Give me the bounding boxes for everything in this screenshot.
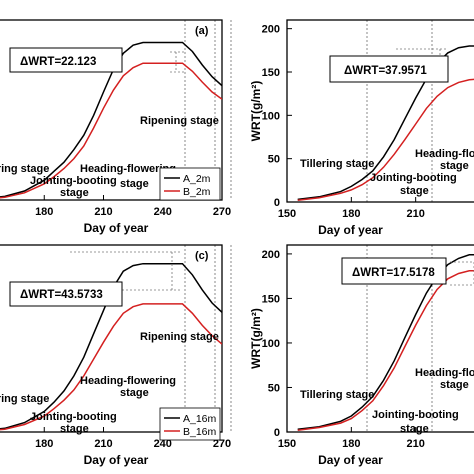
x-tick-label: 180 <box>342 208 360 220</box>
y-axis-label: WRT(g/m²) <box>249 308 263 369</box>
legend-entry: A_16m <box>183 413 217 425</box>
x-tick-label: 150 <box>278 208 296 220</box>
x-axis-label: Day of year <box>84 453 149 467</box>
x-tick-label: 210 <box>406 438 424 450</box>
legend-entry: B_2m <box>183 186 211 198</box>
delta-box <box>9 281 123 307</box>
stage-label-line: stage <box>440 379 469 391</box>
x-tick-label: 150 <box>278 438 296 450</box>
stage-label-2: Jointing-booting stage <box>372 409 459 435</box>
x-axis-label: Day of year <box>84 221 149 235</box>
delta-box <box>341 257 447 285</box>
y-tick-label: 0 <box>274 197 280 209</box>
stage-label-2: Jointing-booting stage <box>30 175 117 199</box>
legend-box <box>159 167 221 201</box>
delta-wrt-label: ΔWRT=37.9571 <box>344 65 427 77</box>
stage-label-line: stage <box>120 387 149 399</box>
legend-entry: B_16m <box>183 426 217 438</box>
legend-box <box>159 407 221 441</box>
stage-label-line: Jointing-booting <box>370 172 457 184</box>
stage-label-line: Heading-flowering <box>80 163 176 175</box>
y-tick-label: 150 <box>262 67 280 79</box>
x-axis-label: Day of year <box>318 223 383 237</box>
stage-label-1: Tillering stage <box>0 163 49 175</box>
y-tick-label: 100 <box>262 338 280 350</box>
y-tick-label: 200 <box>262 249 280 261</box>
delta-wrt-label: ΔWRT=17.5178 <box>352 267 435 279</box>
chart-panel-4: 150 180 210 0 50 100 150 200 Day of year WRT(g/m²… <box>249 244 474 467</box>
stage-label-line: Jointing-booting <box>372 409 459 421</box>
stage-label-4: Ripening stage <box>140 331 219 343</box>
y-tick-label: 100 <box>262 110 280 122</box>
y-tick-label: 50 <box>268 382 280 394</box>
x-tick-label: 270 <box>213 438 231 450</box>
stage-label-1: Tillering stage <box>300 158 374 170</box>
stage-label-line: Heading-flowering <box>415 367 474 379</box>
stage-label-line: Heading-flowering <box>415 148 474 160</box>
x-tick-label: 270 <box>213 206 231 218</box>
stage-label-line: stage <box>120 178 149 190</box>
delta-wrt-label: ΔWRT=22.123 <box>20 56 96 68</box>
y-tick-label: 0 <box>274 427 280 439</box>
stage-label-line: stage <box>400 423 429 435</box>
series-line-b <box>297 78 474 202</box>
chart-panel-1: 150180210240270Day of year(a)ΔWRT=22.123… <box>0 19 232 235</box>
series-line-b <box>0 303 222 431</box>
series-line-a <box>0 262 222 430</box>
stage-label-1: Tillering stage <box>0 393 49 405</box>
series-line-a <box>297 254 474 431</box>
stage-label-3: Heading-flowering stage <box>80 163 176 190</box>
x-tick-label: 240 <box>154 206 172 218</box>
stage-label-line: stage <box>60 423 89 435</box>
panel-label: (c) <box>195 250 209 262</box>
chart-panel-3: 150180210240270Day of year(c)ΔWRT=43.573… <box>0 244 232 467</box>
y-tick-label: 150 <box>262 293 280 305</box>
series-line-b <box>0 62 222 199</box>
stage-label-line: stage <box>400 185 429 197</box>
x-tick-label: 180 <box>342 438 360 450</box>
y-tick-label: 200 <box>262 24 280 36</box>
stage-label-1: Tillering stage <box>300 389 374 401</box>
panel-label: (a) <box>195 25 209 37</box>
legend-entry: A_2m <box>183 173 211 185</box>
delta-box <box>329 55 449 83</box>
stage-label-2: Jointing-booting stage <box>30 411 117 435</box>
x-tick-label: 210 <box>94 438 112 450</box>
x-tick-label: 180 <box>35 206 53 218</box>
x-axis-label: Day of year <box>318 453 383 467</box>
x-tick-label: 180 <box>35 438 53 450</box>
y-axis-label: WRT(g/m²) <box>249 81 263 142</box>
stage-label-line: stage <box>440 160 469 172</box>
chart-panel-2: 150 180 210 0 50 100 150 200 Day of year WRT(g/m²… <box>249 19 474 237</box>
series-line-a <box>297 45 474 201</box>
plot-frame <box>286 19 474 203</box>
stage-label-line: Jointing-booting <box>30 411 117 423</box>
x-tick-label: 210 <box>406 208 424 220</box>
series-line-b <box>297 270 474 431</box>
delta-wrt-label: ΔWRT=43.5733 <box>20 289 103 301</box>
stage-label-line: Jointing-booting <box>30 175 117 187</box>
delta-box <box>9 47 123 73</box>
stage-label-4: Ripening stage <box>140 115 219 127</box>
x-tick-label: 210 <box>94 206 112 218</box>
stage-label-2: Jointing-booting stage <box>370 172 457 197</box>
x-tick-label: 240 <box>154 438 172 450</box>
plot-frame <box>286 244 474 433</box>
stage-label-line: Heading-flowering <box>80 375 176 387</box>
y-tick-label: 50 <box>268 154 280 166</box>
stage-label-line: stage <box>60 187 89 199</box>
